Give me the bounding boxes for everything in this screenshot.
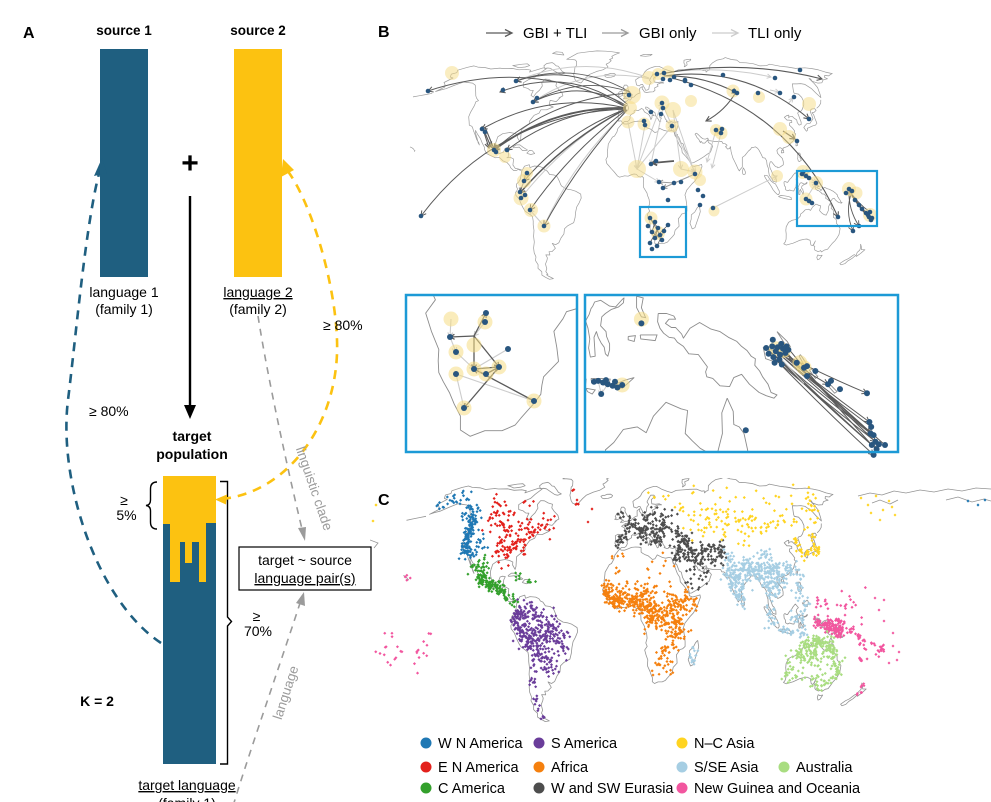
svg-text:Africa: Africa xyxy=(551,760,589,776)
svg-text:GBI + TLI: GBI + TLI xyxy=(523,25,587,42)
svg-text:GBI only: GBI only xyxy=(639,25,697,42)
svg-text:N–C Asia: N–C Asia xyxy=(694,736,755,752)
svg-text:≥: ≥ xyxy=(253,608,261,624)
svg-text:target language: target language xyxy=(138,777,236,793)
svg-text:70%: 70% xyxy=(244,623,272,639)
svg-text:New Guinea and Oceania: New Guinea and Oceania xyxy=(694,781,861,797)
svg-text:5%: 5% xyxy=(116,507,136,523)
svg-text:S/SE Asia: S/SE Asia xyxy=(694,760,759,776)
svg-text:C: C xyxy=(378,492,390,509)
svg-text:population: population xyxy=(156,446,228,462)
svg-text:+: + xyxy=(181,147,199,180)
svg-text:C America: C America xyxy=(438,781,506,797)
svg-text:B: B xyxy=(378,24,390,41)
svg-text:S America: S America xyxy=(551,736,618,752)
svg-text:W N America: W N America xyxy=(438,736,524,752)
svg-text:TLI only: TLI only xyxy=(748,25,802,42)
svg-text:E N America: E N America xyxy=(438,760,520,776)
svg-text:target: target xyxy=(173,428,212,444)
svg-text:(family 1): (family 1) xyxy=(158,795,216,802)
svg-text:source 2: source 2 xyxy=(230,23,286,38)
svg-text:≥: ≥ xyxy=(120,492,128,508)
svg-text:(family 2): (family 2) xyxy=(229,301,287,317)
svg-text:(family 1): (family 1) xyxy=(95,301,153,317)
svg-text:language pair(s): language pair(s) xyxy=(254,570,355,586)
svg-text:≥ 80%: ≥ 80% xyxy=(89,403,129,419)
svg-text:≥ 80%: ≥ 80% xyxy=(323,317,363,333)
svg-text:Australia: Australia xyxy=(796,760,853,776)
svg-text:target ~ source: target ~ source xyxy=(258,552,352,568)
svg-text:A: A xyxy=(23,25,35,42)
svg-text:W and SW Eurasia: W and SW Eurasia xyxy=(551,781,674,797)
svg-text:source 1: source 1 xyxy=(96,23,152,38)
svg-text:language 1: language 1 xyxy=(89,284,159,300)
svg-text:K = 2: K = 2 xyxy=(80,693,114,709)
svg-text:language 2: language 2 xyxy=(223,284,293,300)
